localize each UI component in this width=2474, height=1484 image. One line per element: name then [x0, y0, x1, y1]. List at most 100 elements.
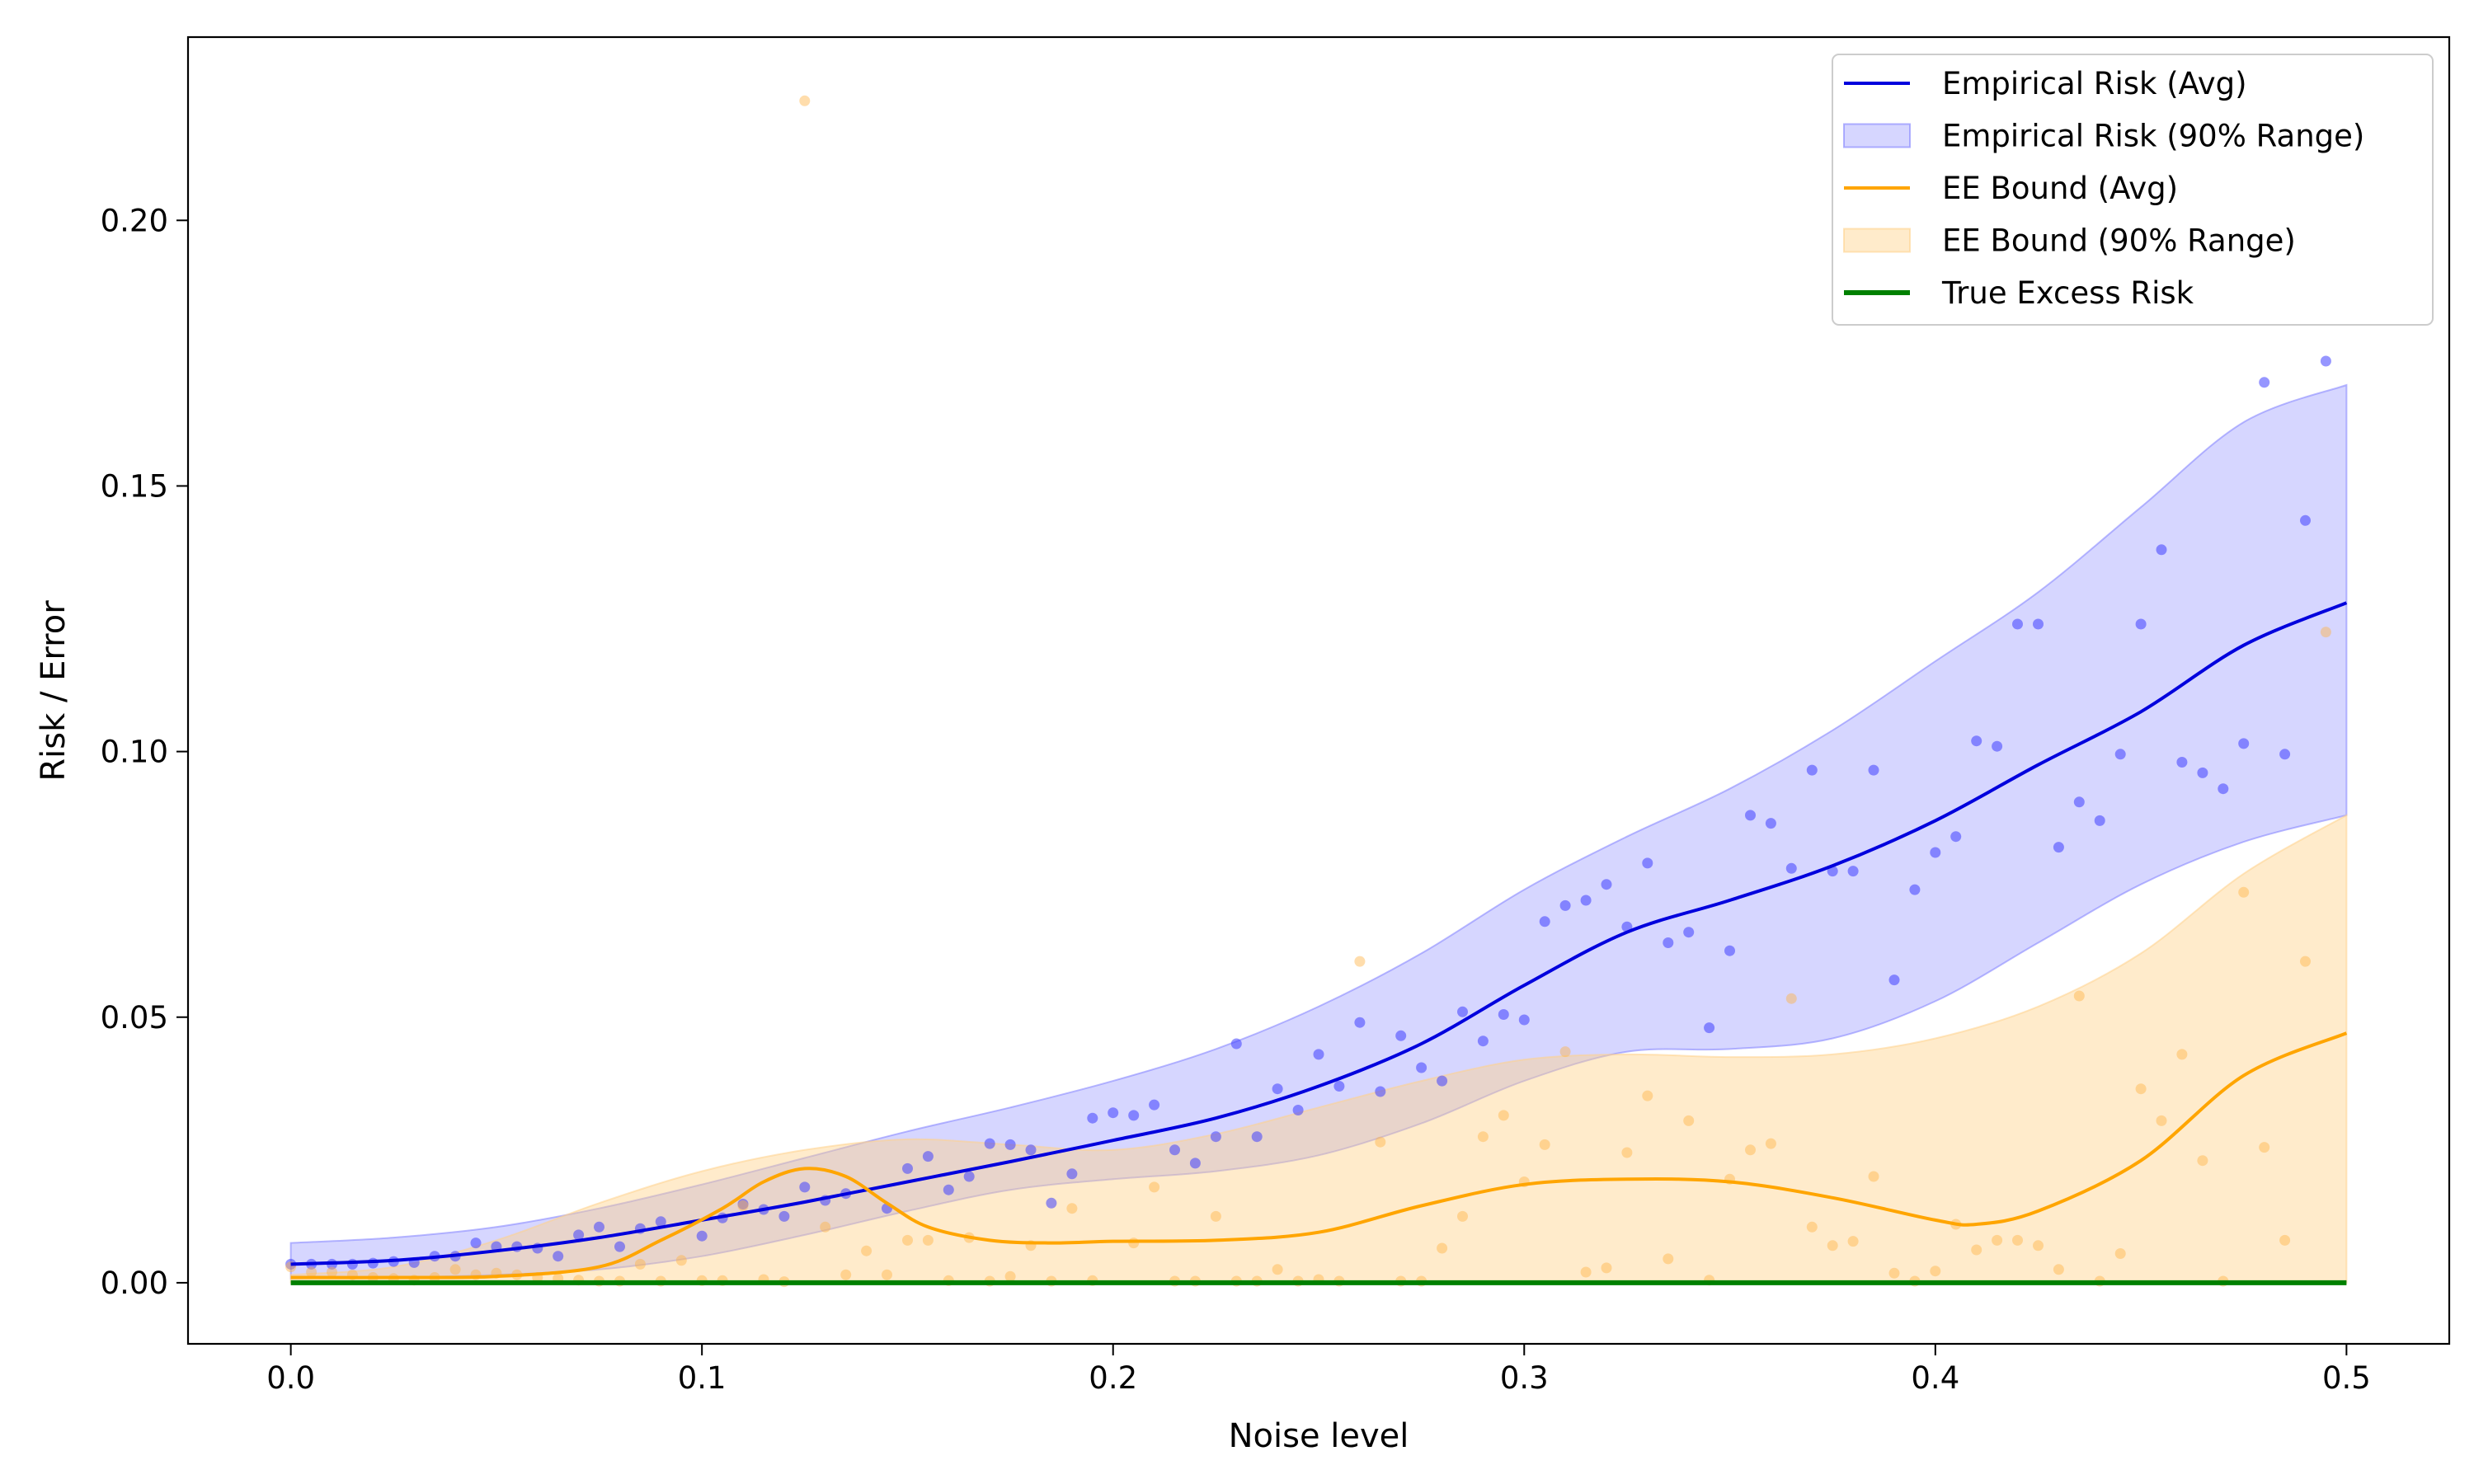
empirical-risk-point-87 — [2114, 749, 2126, 760]
empirical-risk-point-94 — [2259, 377, 2270, 388]
empirical-risk-point-91 — [2197, 767, 2208, 778]
ee-bound-point-41 — [1149, 1181, 1160, 1193]
empirical-risk-point-46 — [1272, 1083, 1283, 1095]
empirical-risk-point-50 — [1354, 1017, 1366, 1028]
legend-swatch-1 — [1843, 123, 1911, 148]
empirical-risk-point-89 — [2156, 544, 2167, 556]
y-axis-label: Risk / Error — [35, 600, 73, 782]
ee-bound-point-94 — [2238, 886, 2250, 898]
empirical-risk-point-13 — [553, 1251, 564, 1262]
ee-bound-point-86 — [2073, 990, 2085, 1002]
empirical-risk-point-56 — [1477, 1036, 1489, 1047]
ee-bound-point-63 — [1601, 1262, 1612, 1274]
ee-bound-point-58 — [1498, 1110, 1509, 1121]
ee-bound-point-52 — [1375, 1136, 1386, 1148]
legend-label-0: Empirical Risk (Avg) — [1942, 66, 2247, 101]
empirical-risk-point-19 — [696, 1230, 708, 1242]
empirical-risk-point-18 — [655, 1216, 666, 1228]
ee-bound-point-74 — [1827, 1240, 1838, 1252]
empirical-risk-point-72 — [1806, 764, 1818, 776]
ee-bound-point-22 — [737, 1200, 749, 1211]
empirical-risk-point-52 — [1395, 1030, 1407, 1041]
empirical-risk-point-78 — [1930, 847, 1941, 858]
ee-bound-point-17 — [634, 1258, 646, 1270]
empirical-risk-point-3 — [346, 1258, 358, 1270]
ee-bound-point-25 — [799, 95, 811, 106]
empirical-risk-point-61 — [1580, 895, 1592, 906]
x-tick-label-0: 0.0 — [266, 1360, 315, 1396]
ee-bound-point-66 — [1663, 1253, 1674, 1265]
empirical-risk-point-85 — [2073, 796, 2085, 808]
y-axis-ticks: 0.00 0.05 0.10 0.15 0.20 — [101, 203, 188, 1301]
empirical-risk-point-29 — [922, 1151, 934, 1162]
empirical-risk-point-64 — [1642, 857, 1653, 869]
ee-bound-point-97 — [2300, 956, 2311, 967]
ee-bound-point-57 — [1477, 1131, 1489, 1143]
legend-label-1: Empirical Risk (90% Range) — [1942, 119, 2364, 154]
empirical-risk-point-80 — [1971, 735, 1982, 747]
ee-bound-point-77 — [1888, 1267, 1900, 1279]
x-tick-label-2: 0.2 — [1089, 1360, 1137, 1396]
ee-bound-point-1 — [306, 1266, 317, 1278]
ee-bound-point-56 — [1457, 1210, 1468, 1222]
ee-bound-point-8 — [449, 1264, 461, 1275]
ee-bound-point-71 — [1765, 1138, 1776, 1149]
plot-area-frame — [186, 35, 2451, 1345]
empirical-risk-point-62 — [1601, 879, 1612, 890]
empirical-risk-point-55 — [1457, 1006, 1468, 1017]
empirical-risk-point-58 — [1518, 1014, 1530, 1026]
ee-bound-point-27 — [840, 1269, 852, 1280]
ee-bound-point-55 — [1437, 1242, 1448, 1254]
ee-bound-point-26 — [820, 1221, 831, 1233]
empirical-risk-point-39 — [1128, 1110, 1140, 1121]
ee-bound-point-67 — [1683, 1115, 1695, 1126]
ee-bound-point-35 — [1004, 1270, 1016, 1282]
empirical-risk-point-23 — [778, 1210, 790, 1222]
ee-bound-point-90 — [2156, 1115, 2167, 1126]
empirical-risk-point-75 — [1868, 764, 1879, 776]
ee-bound-point-70 — [1745, 1144, 1756, 1156]
ee-bound-point-65 — [1642, 1090, 1653, 1101]
empirical-risk-point-45 — [1251, 1131, 1263, 1143]
ee-bound-point-19 — [675, 1255, 687, 1266]
ee-bound-point-88 — [2114, 1248, 2126, 1259]
ee-bound-point-72 — [1785, 993, 1797, 1004]
ee-bound-point-79 — [1930, 1266, 1941, 1277]
empirical-risk-point-53 — [1416, 1062, 1427, 1073]
empirical-risk-point-32 — [984, 1138, 995, 1149]
empirical-risk-point-14 — [573, 1229, 585, 1241]
ee-bound-point-40 — [1128, 1237, 1140, 1249]
ee-bound-point-44 — [1210, 1210, 1221, 1222]
empirical-risk-point-66 — [1683, 927, 1695, 938]
ee-bound-point-96 — [2279, 1234, 2291, 1246]
empirical-risk-point-67 — [1704, 1022, 1715, 1034]
ee-bound-point-73 — [1806, 1221, 1818, 1233]
legend: Empirical Risk (Avg) Empirical Risk (90% … — [1832, 54, 2434, 326]
empirical-risk-point-83 — [2033, 618, 2044, 630]
ee-bound-point-85 — [2053, 1264, 2064, 1275]
y-tick-label-2: 0.10 — [101, 735, 168, 770]
empirical-risk-point-43 — [1210, 1131, 1221, 1143]
empirical-risk-point-21 — [737, 1199, 749, 1209]
empirical-risk-point-96 — [2300, 514, 2311, 526]
ee-bound-point-98 — [2320, 627, 2331, 638]
line-0 — [290, 601, 2348, 1266]
empirical-risk-point-88 — [2135, 618, 2147, 630]
empirical-risk-point-30 — [943, 1184, 954, 1195]
ee-bound-point-29 — [882, 1269, 892, 1280]
empirical-risk-point-65 — [1663, 937, 1674, 948]
legend-label-4: True Excess Risk — [1941, 275, 2194, 311]
empirical-risk-point-74 — [1847, 866, 1859, 877]
y-tick-label-4: 0.20 — [101, 203, 168, 238]
empirical-risk-point-86 — [2094, 815, 2105, 826]
empirical-risk-point-36 — [1066, 1168, 1078, 1180]
empirical-risk-point-60 — [1559, 899, 1571, 911]
empirical-risk-point-81 — [1992, 740, 2003, 752]
empirical-risk-point-70 — [1765, 818, 1776, 829]
empirical-risk-point-24 — [799, 1181, 811, 1193]
empirical-risk-point-15 — [594, 1221, 604, 1233]
ee-bound-point-64 — [1621, 1147, 1633, 1158]
empirical-risk-point-35 — [1046, 1197, 1057, 1209]
ee-bound-point-61 — [1559, 1046, 1571, 1058]
